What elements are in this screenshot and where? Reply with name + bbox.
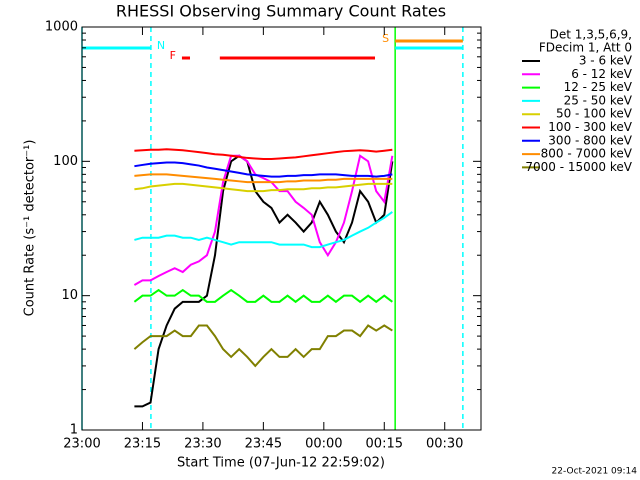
legend-header: FDecim 1, Att 0 xyxy=(539,41,632,55)
legend-label: 50 - 100 keV xyxy=(556,107,633,121)
x-tick-label: 23:15 xyxy=(124,437,161,452)
legend-label: 6 - 12 keV xyxy=(571,67,633,81)
x-tick-label: 23:00 xyxy=(63,437,100,452)
legend-header: Det 1,3,5,6,9, xyxy=(550,28,632,42)
legend-label: 7000 - 15000 keV xyxy=(525,160,632,174)
legend-label: 3 - 6 keV xyxy=(579,54,633,68)
legend-label: 100 - 300 keV xyxy=(548,120,632,134)
x-tick-label: 23:45 xyxy=(245,437,282,452)
chart-title: RHESSI Observing Summary Count Rates xyxy=(116,2,446,21)
footer-date: 22-Oct-2021 09:14 xyxy=(552,467,638,477)
series-line xyxy=(133,324,393,368)
x-tick-label: 00:00 xyxy=(305,437,342,452)
y-tick-label: 1 xyxy=(70,423,78,438)
flag-label: S xyxy=(382,32,389,45)
flag-label: N xyxy=(157,39,165,52)
y-axis-label: Count Rate (s⁻¹ detector⁻¹) xyxy=(23,140,38,317)
legend-label: 800 - 7000 keV xyxy=(541,147,633,161)
series-line xyxy=(134,173,393,184)
series-line xyxy=(133,154,394,286)
y-tick-label: 1000 xyxy=(45,20,78,35)
y-tick-label: 10 xyxy=(61,288,78,303)
legend-label: 300 - 800 keV xyxy=(548,133,632,147)
series-line xyxy=(134,161,393,178)
y-tick-label: 100 xyxy=(53,154,78,169)
series-line xyxy=(134,154,394,408)
series-line xyxy=(133,288,393,304)
plot-frame xyxy=(81,26,482,431)
legend-label: 12 - 25 keV xyxy=(564,80,633,94)
series-line xyxy=(134,148,393,161)
flag-label: F xyxy=(170,49,176,62)
series-line xyxy=(134,211,393,249)
legend-label: 25 - 50 keV xyxy=(564,93,633,107)
x-tick-label: 23:30 xyxy=(184,437,221,452)
series-line xyxy=(134,182,393,193)
x-tick-label: 00:15 xyxy=(366,437,403,452)
x-axis-label: Start Time (07-Jun-12 22:59:02) xyxy=(177,456,385,471)
x-tick-label: 00:30 xyxy=(426,437,463,452)
